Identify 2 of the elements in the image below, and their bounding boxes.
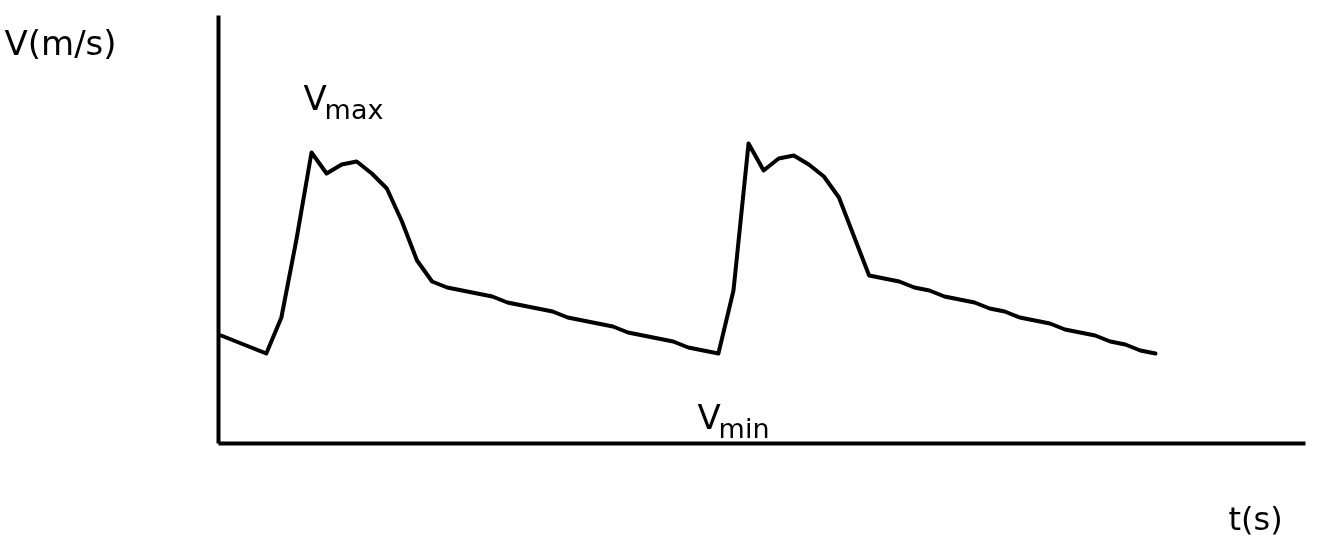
x-axis-title: t(s) [1228,499,1283,538]
y-axis-title: V(m/s) [4,22,117,63]
